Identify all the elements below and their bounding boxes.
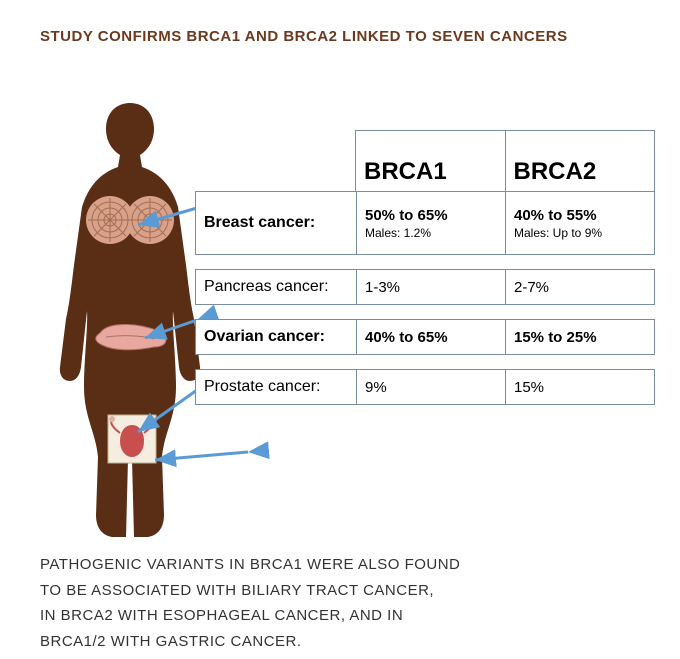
footer-line: BRCA1/2 WITH GASTRIC CANCER. xyxy=(40,629,600,655)
column-header-brca2: BRCA2 xyxy=(505,130,656,192)
cell-value: 15% xyxy=(514,379,646,396)
cell-brca2: 15% xyxy=(505,370,654,404)
cell-brca1: 40% to 65% xyxy=(356,320,505,354)
table-row: Ovarian cancer: 40% to 65% 15% to 25% xyxy=(195,319,655,355)
cell-value: 40% to 65% xyxy=(365,329,497,346)
cell-brca2: 2-7% xyxy=(505,270,654,304)
footer-text: PATHOGENIC VARIANTS IN BRCA1 WERE ALSO F… xyxy=(40,552,600,654)
risk-table: BRCA1 BRCA2 Breast cancer: 50% to 65% Male… xyxy=(195,130,655,405)
footer-line: TO BE ASSOCIATED WITH BILIARY TRACT CANC… xyxy=(40,578,600,604)
cell-brca1: 50% to 65% Males: 1.2% xyxy=(356,192,505,254)
row-label: Prostate cancer: xyxy=(196,370,356,404)
cell-value: 50% to 65% xyxy=(365,207,497,224)
row-label: Pancreas cancer: xyxy=(196,270,356,304)
cell-brca1: 9% xyxy=(356,370,505,404)
row-label: Ovarian cancer: xyxy=(196,320,356,354)
table-row: Prostate cancer: 9% 15% xyxy=(195,369,655,405)
cell-value: 15% to 25% xyxy=(514,329,646,346)
cell-brca2: 40% to 55% Males: Up to 9% xyxy=(505,192,654,254)
footer-line: IN BRCA2 WITH ESOPHAGEAL CANCER, AND IN xyxy=(40,603,600,629)
cell-value: 2-7% xyxy=(514,279,646,296)
cell-subvalue: Males: 1.2% xyxy=(365,226,497,240)
table-row: Pancreas cancer: 1-3% 2-7% xyxy=(195,269,655,305)
cell-value: 1-3% xyxy=(365,279,497,296)
table-row: Breast cancer: 50% to 65% Males: 1.2% 40% t… xyxy=(195,191,655,255)
cell-subvalue: Males: Up to 9% xyxy=(514,226,646,240)
cell-value: 40% to 55% xyxy=(514,207,646,224)
row-label: Breast cancer: xyxy=(196,192,356,254)
cell-brca2: 15% to 25% xyxy=(505,320,654,354)
page-title: STUDY CONFIRMS BRCA1 AND BRCA2 LINKED TO… xyxy=(40,28,568,45)
table-header-row: BRCA1 BRCA2 xyxy=(195,130,655,192)
pelvis-icon xyxy=(108,415,156,463)
cell-value: 9% xyxy=(365,379,497,396)
cell-brca1: 1-3% xyxy=(356,270,505,304)
column-header-brca1: BRCA1 xyxy=(355,130,505,192)
footer-line: PATHOGENIC VARIANTS IN BRCA1 WERE ALSO F… xyxy=(40,552,600,578)
